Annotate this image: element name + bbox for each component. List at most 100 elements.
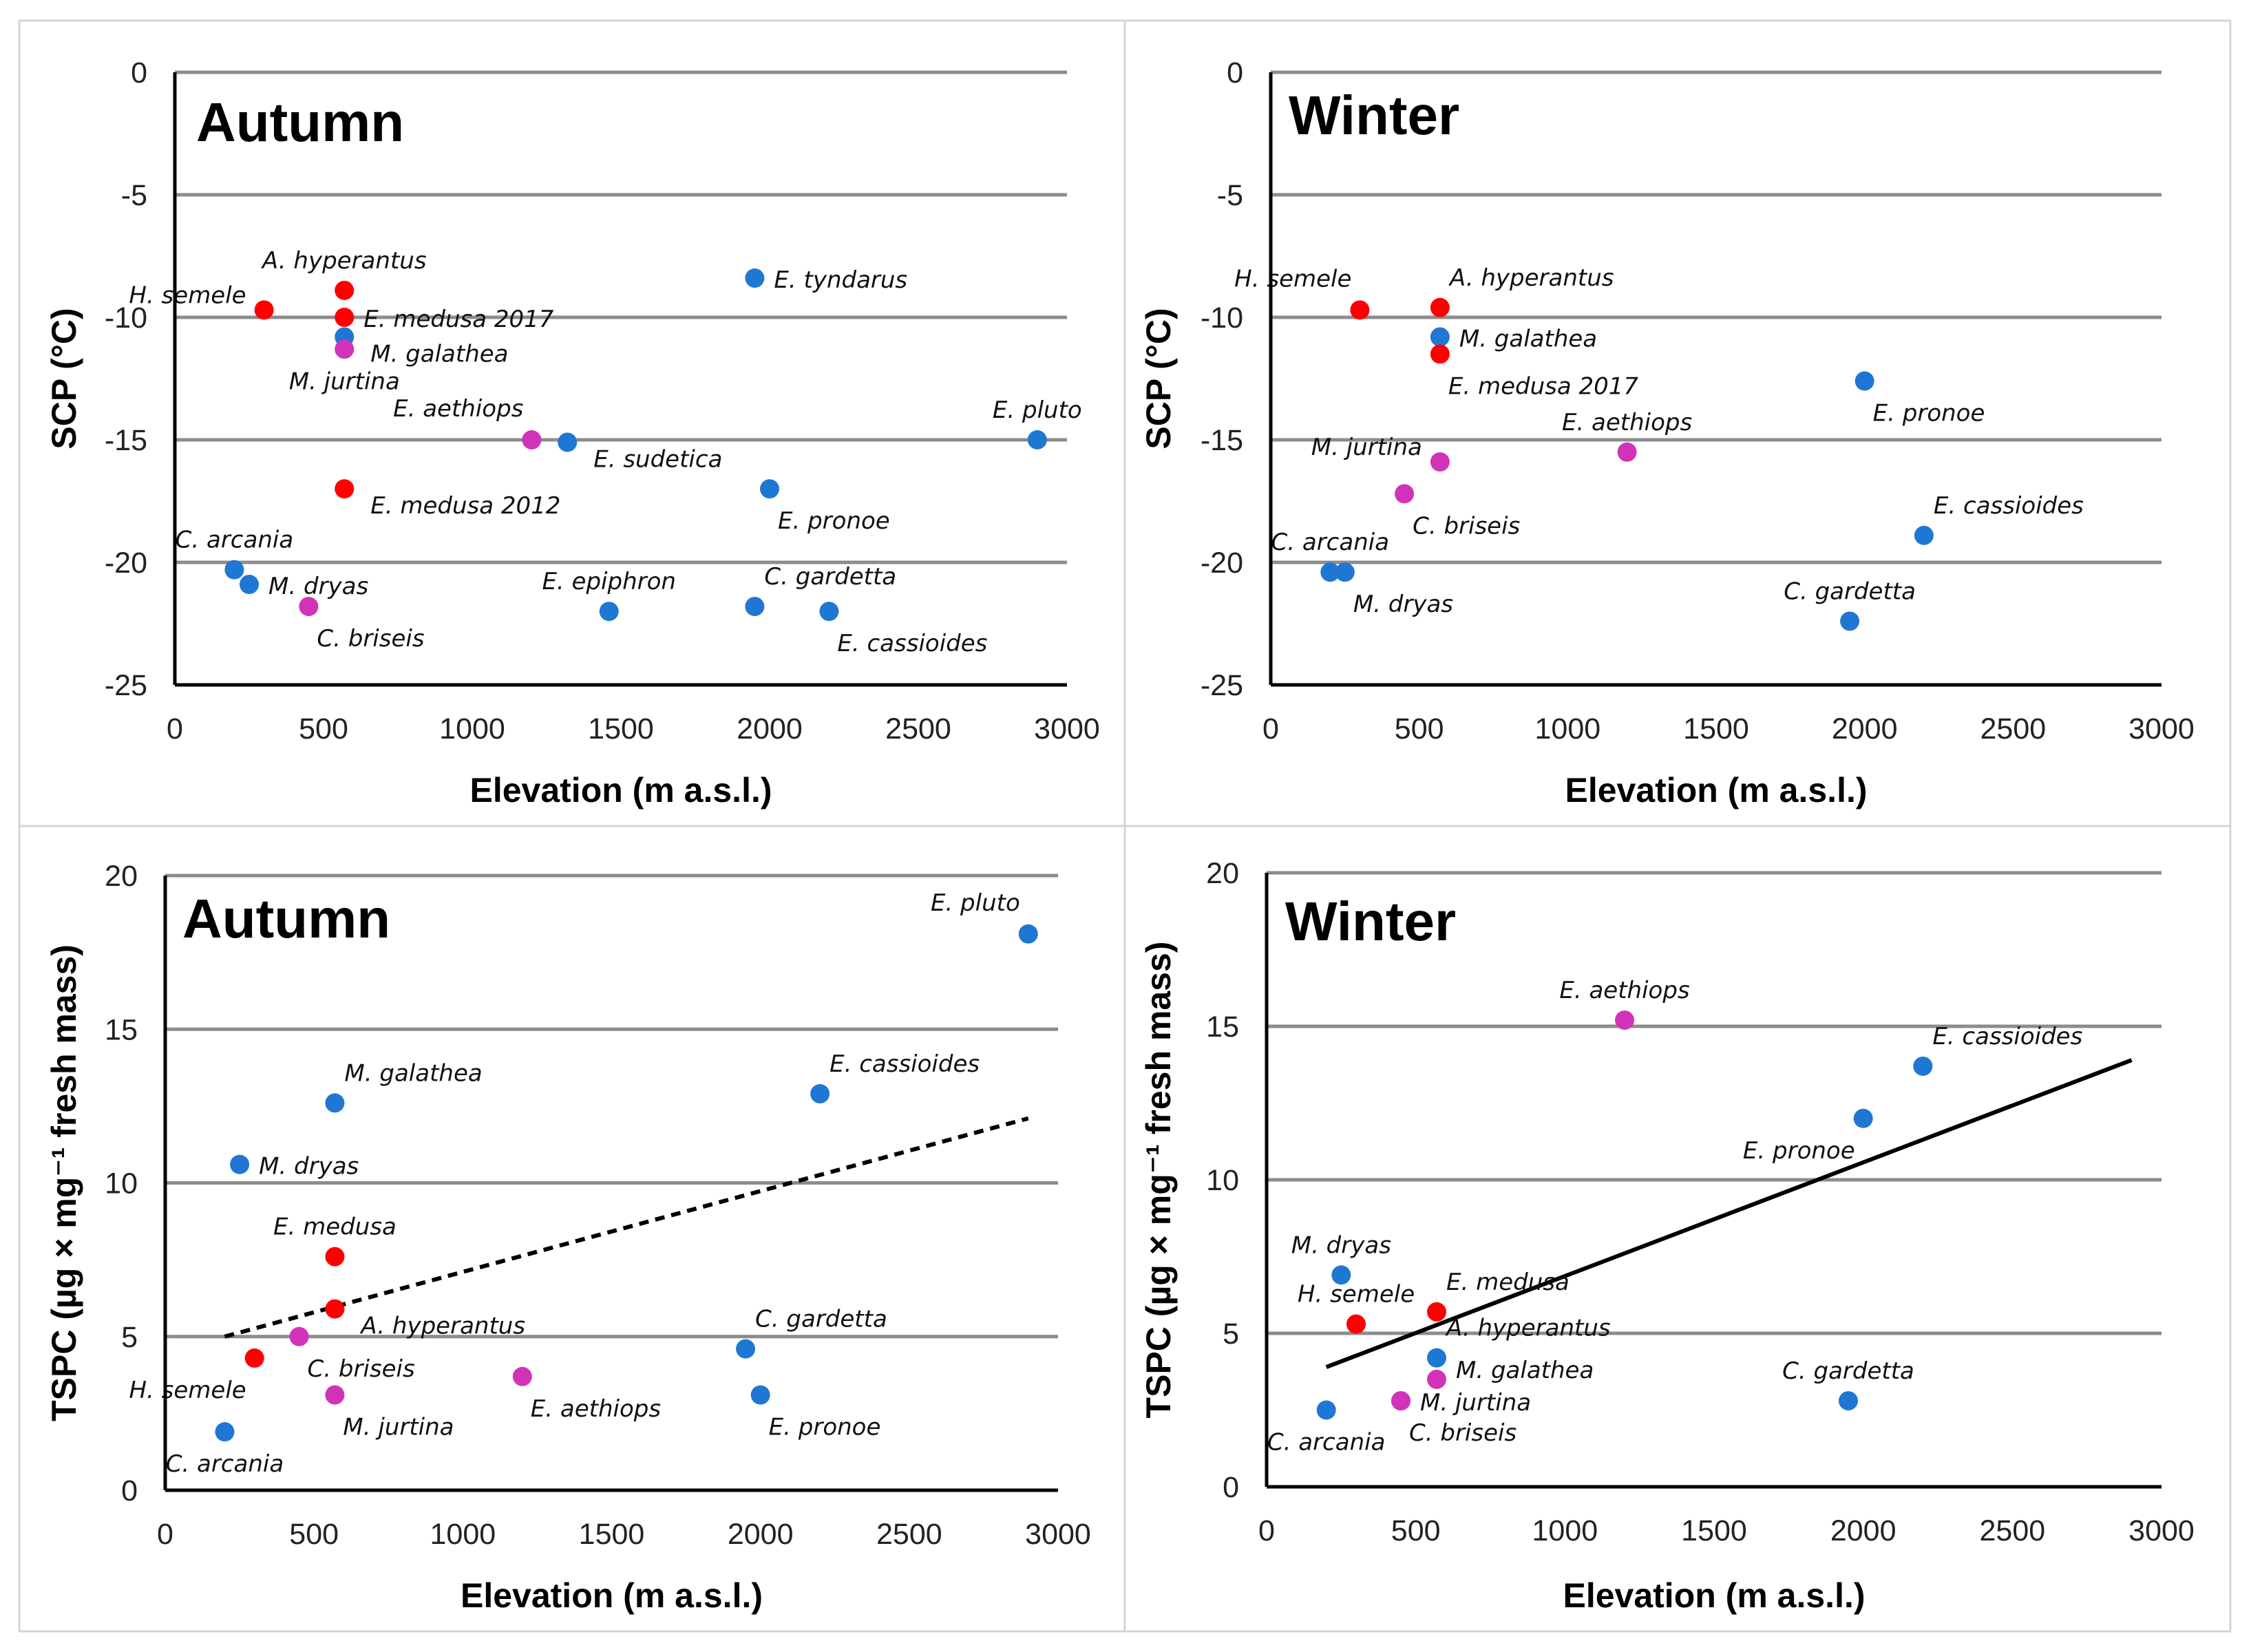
x-tick-label: 500 [289, 1518, 339, 1551]
y-tick-label: 15 [105, 1013, 138, 1046]
data-point [558, 432, 578, 452]
x-tick-label: 2500 [1980, 712, 2046, 745]
x-tick-label: 1000 [439, 712, 505, 745]
chart-autumn-tspc: E. pluto M. galathea E. cassioides M. dryas… [45, 860, 1091, 1615]
data-point [1430, 327, 1450, 347]
point-label: C. gardetta [1782, 1357, 1914, 1385]
x-tick-label: 2500 [876, 1518, 942, 1551]
y-tick-label: -15 [1201, 424, 1243, 457]
data-point [1913, 1056, 1933, 1076]
point-label: M. galathea [344, 1059, 482, 1087]
point-label: C. arcania [1267, 1429, 1386, 1457]
point-label: E. medusa 2017 [363, 306, 554, 333]
data-point [1430, 344, 1450, 364]
data-point [224, 560, 244, 580]
data-point [750, 1385, 770, 1405]
x-tick-label: 1500 [1683, 712, 1749, 745]
x-tick-label: 3000 [2128, 1514, 2195, 1547]
y-axis-label: SCP (°C) [45, 308, 83, 449]
point-label: E. pronoe [1873, 400, 1985, 427]
point-label: C. briseis [1413, 512, 1520, 540]
x-tick-label: 2000 [737, 712, 803, 745]
data-point [1839, 1391, 1858, 1411]
y-axis-label: TSPC (µg × mg⁻¹ fresh mass) [1139, 942, 1178, 1419]
data-point [1018, 924, 1038, 944]
y-tick-label: -10 [105, 301, 147, 335]
x-tick-label: 1500 [588, 712, 654, 745]
point-label: E. aethiops [531, 1395, 661, 1423]
data-point [1427, 1369, 1446, 1389]
trendline [224, 1116, 1029, 1339]
y-tick-label: -10 [1201, 301, 1243, 335]
point-label: E. epiphron [542, 568, 676, 595]
point-label: E. medusa 2012 [370, 492, 560, 520]
point-label: E. cassioides [837, 630, 987, 657]
y-tick-label: 20 [1206, 857, 1239, 890]
x-tick-label: 2000 [1830, 1514, 1896, 1547]
point-label: M. jurtina [289, 368, 400, 395]
y-tick-label: 10 [105, 1167, 138, 1200]
data-point [289, 1326, 309, 1346]
point-label: E. sudetica [593, 446, 722, 474]
x-axis-label: Elevation (m a.s.l.) [469, 771, 772, 809]
data-point [335, 308, 355, 327]
y-tick-label: 20 [105, 860, 138, 893]
point-label: E. cassioides [829, 1050, 980, 1078]
point-label: M. jurtina [343, 1414, 454, 1441]
point-label: C. gardetta [1784, 578, 1916, 605]
point-label: M. jurtina [1420, 1389, 1531, 1417]
point-label: E. pronoe [1743, 1137, 1855, 1165]
x-axis-label: Elevation (m a.s.l.) [1563, 1576, 1865, 1615]
point-label: C. arcania [176, 527, 294, 554]
y-axis-label: TSPC (µg × mg⁻¹ fresh mass) [45, 944, 83, 1421]
data-point [1430, 297, 1450, 317]
data-point [325, 1385, 345, 1405]
data-point [1854, 371, 1874, 391]
y-tick-label: 5 [121, 1321, 138, 1354]
y-tick-label: 10 [1206, 1164, 1239, 1197]
y-axis-label: SCP (°C) [1139, 308, 1178, 449]
chart-winter-scp: H. semele A. hyperantus M. galathea E. medu… [1139, 56, 2195, 809]
y-tick-label: 0 [1223, 1471, 1239, 1504]
y-tick-label: 5 [1223, 1317, 1239, 1351]
x-tick-label: 1000 [1534, 712, 1600, 745]
data-point [1430, 452, 1450, 472]
y-tick-label: -25 [105, 669, 147, 702]
data-point [512, 1366, 532, 1386]
data-point [819, 602, 839, 622]
x-tick-label: 2000 [1832, 712, 1898, 745]
point-label: E. cassioides [1934, 492, 2084, 520]
point-label: M. dryas [1353, 591, 1453, 618]
x-tick-label: 2500 [885, 712, 951, 745]
point-label: A. hyperantus [261, 247, 427, 275]
data-point [299, 597, 319, 617]
point-label: E. medusa [273, 1214, 397, 1241]
point-label: C. gardetta [755, 1306, 887, 1333]
point-label: M. jurtina [1311, 434, 1422, 461]
data-point [1335, 562, 1355, 582]
data-point [1615, 1010, 1634, 1030]
y-tick-label: 0 [121, 1474, 138, 1507]
chart-winter-tspc: E. aethiops E. cassioides E. pronoe M. drya… [1139, 857, 2195, 1615]
point-label: E. pronoe [778, 507, 890, 535]
point-label: H. semele [1234, 265, 1351, 293]
data-point [745, 268, 765, 288]
data-point [760, 479, 779, 499]
x-tick-label: 3000 [2128, 712, 2195, 745]
data-point [1391, 1391, 1410, 1411]
data-point [1853, 1108, 1873, 1128]
y-tick-label: -20 [105, 547, 147, 580]
point-label: M. galathea [1459, 325, 1597, 352]
point-label: H. semele [129, 1377, 246, 1404]
data-point [325, 1247, 345, 1267]
chart-title: Autumn [196, 92, 404, 153]
point-label: E. cassioides [1932, 1023, 2082, 1050]
data-point [1027, 430, 1047, 449]
y-tick-label: -5 [1217, 179, 1243, 212]
data-point [736, 1339, 756, 1359]
data-point [1914, 525, 1934, 545]
x-tick-label: 0 [167, 712, 183, 745]
x-tick-label: 2000 [728, 1518, 794, 1551]
data-point [254, 300, 274, 320]
